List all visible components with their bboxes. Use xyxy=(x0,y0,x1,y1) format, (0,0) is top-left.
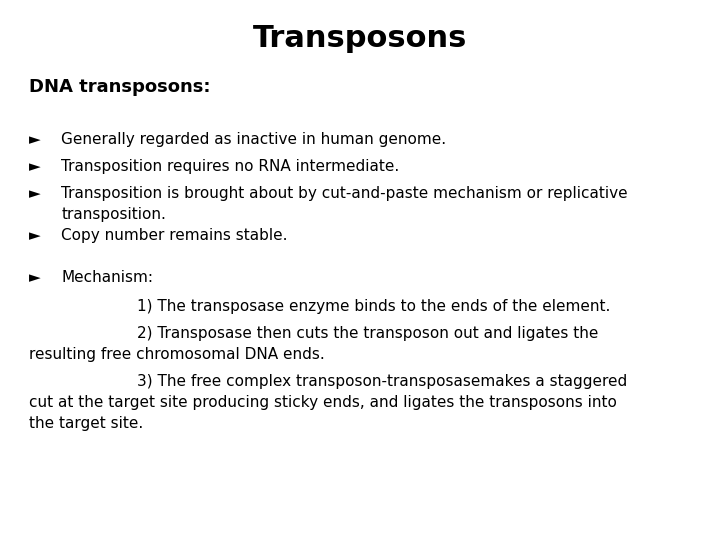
Text: Generally regarded as inactive in human genome.: Generally regarded as inactive in human … xyxy=(61,132,446,147)
Text: ►: ► xyxy=(29,186,40,201)
Text: the target site.: the target site. xyxy=(29,416,143,431)
Text: ►: ► xyxy=(29,270,40,285)
Text: 2) Transposase then cuts the transposon out and ligates the: 2) Transposase then cuts the transposon … xyxy=(137,326,598,341)
Text: 3) The free complex transposon-transposasemakes a staggered: 3) The free complex transposon-transposa… xyxy=(137,374,627,389)
Text: Mechanism:: Mechanism: xyxy=(61,270,153,285)
Text: resulting free chromosomal DNA ends.: resulting free chromosomal DNA ends. xyxy=(29,347,325,362)
Text: cut at the target site producing sticky ends, and ligates the transposons into: cut at the target site producing sticky … xyxy=(29,395,616,410)
Text: ►: ► xyxy=(29,228,40,243)
Text: Transposition is brought about by cut-and-paste mechanism or replicative: Transposition is brought about by cut-an… xyxy=(61,186,628,201)
Text: transposition.: transposition. xyxy=(61,207,166,222)
Text: ►: ► xyxy=(29,159,40,174)
Text: Copy number remains stable.: Copy number remains stable. xyxy=(61,228,288,243)
Text: Transposons: Transposons xyxy=(253,24,467,53)
Text: 1) The transposase enzyme binds to the ends of the element.: 1) The transposase enzyme binds to the e… xyxy=(137,299,610,314)
Text: DNA transposons:: DNA transposons: xyxy=(29,78,210,96)
Text: ►: ► xyxy=(29,132,40,147)
Text: Transposition requires no RNA intermediate.: Transposition requires no RNA intermedia… xyxy=(61,159,400,174)
